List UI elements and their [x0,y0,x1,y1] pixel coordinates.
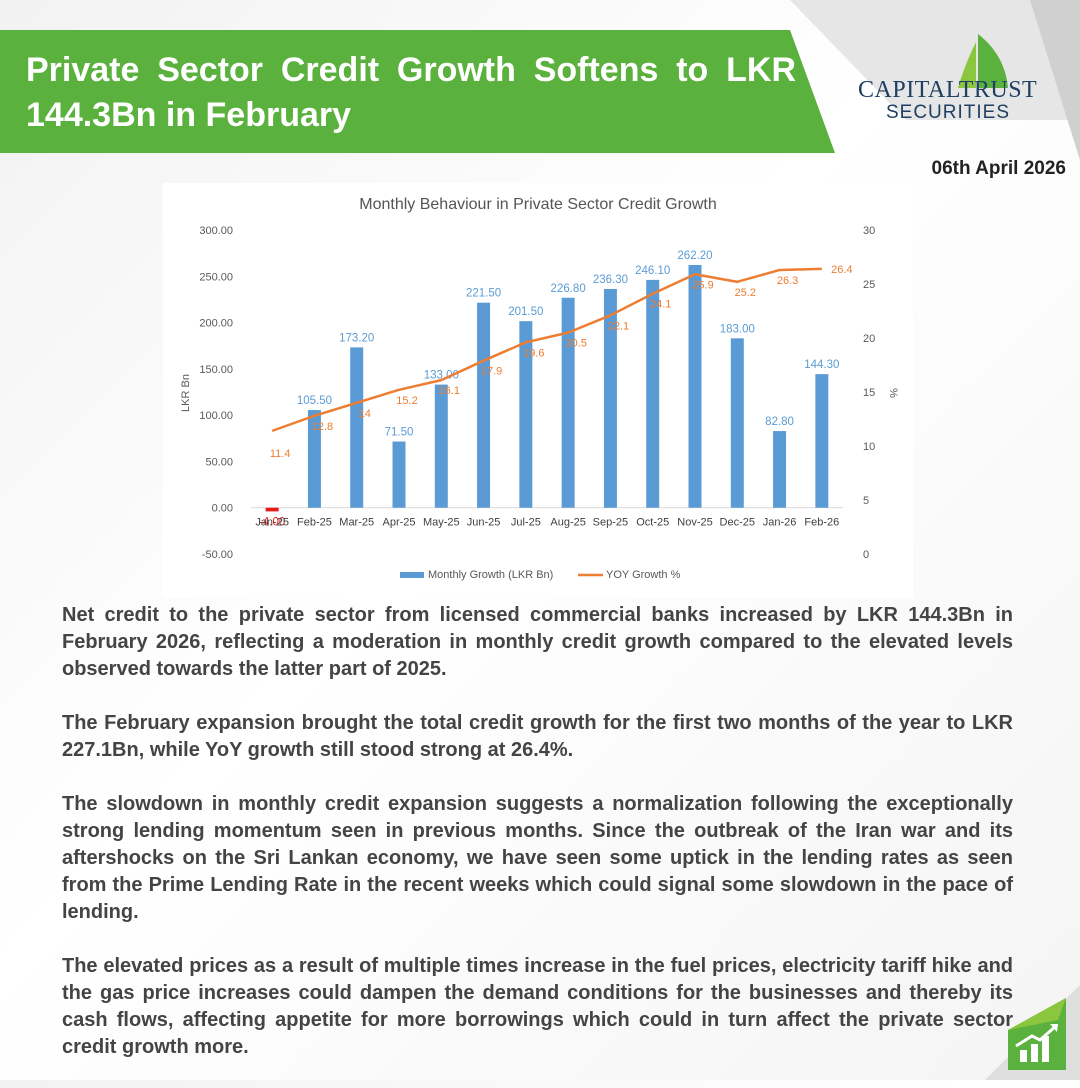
y-tick-label: 0.00 [212,503,233,515]
x-tick-label: Dec-25 [720,517,755,529]
article-body: Net credit to the private sector from li… [62,602,1013,1088]
x-tick-label: Feb-25 [297,517,332,529]
line-value-label: 19.6 [523,347,544,359]
bar-value-label: 173.20 [339,332,374,344]
y-axis-label: LKR Bn [180,374,192,412]
line-value-label: 26.4 [831,264,852,276]
y-tick-label: 200.00 [199,318,233,330]
credit-growth-chart: Monthly Behaviour in Private Sector Cred… [180,196,899,581]
y-tick-label: 300.00 [199,225,233,237]
y2-tick-label: 0 [863,549,869,561]
chart-container: Monthly Behaviour in Private Sector Cred… [163,183,913,598]
line-value-label: 25.2 [735,287,756,299]
line-value-label: 12.8 [312,421,333,433]
x-tick-label: Jan-25 [255,517,289,529]
bar-Aug-25 [561,297,575,508]
y2-tick-label: 20 [863,333,875,345]
logo-wordmark: CAPITALTRUST [858,77,1038,103]
paragraph-4: The elevated prices as a result of multi… [62,955,1013,1058]
x-tick-label: Mar-25 [339,517,374,529]
bar-value-label: 133.00 [424,370,459,382]
bar-value-label: 262.20 [677,250,712,262]
sail-logo-icon [958,34,1008,88]
bar-Dec-25 [730,338,744,508]
publish-date: 06th April 2026 [931,158,1066,179]
bar-Sep-25 [603,288,617,508]
bar-Apr-25 [392,441,406,508]
logo-subtitle: SECURITIES [885,102,1011,123]
growth-chart-icon [1008,998,1066,1070]
y2-tick-label: 25 [863,279,875,291]
line-value-label: 11.4 [270,448,291,460]
bar-Oct-25 [646,279,660,508]
bar-May-25 [434,384,448,508]
legend-bar-label: Monthly Growth (LKR Bn) [428,569,553,581]
bar-value-label: 201.50 [508,306,543,318]
y-tick-label: 100.00 [199,410,233,422]
line-value-label: 15.2 [396,395,417,407]
x-tick-label: Oct-25 [636,517,669,529]
y2-tick-label: 10 [863,441,875,453]
y2-axis-label: % [887,388,899,398]
bar-value-label: 183.00 [720,323,755,335]
line-value-label: 25.9 [692,279,713,291]
bar-Jun-25 [477,302,491,508]
bar-value-label: 71.50 [385,427,414,439]
bar-Jan-25 [265,507,279,512]
bar-Nov-25 [688,264,702,508]
legend-line-label: YOY Growth % [606,569,681,581]
bar-value-label: 221.50 [466,288,501,300]
x-tick-label: May-25 [423,517,460,529]
bar-value-label: 144.30 [804,359,839,371]
y-tick-label: 150.00 [199,364,233,376]
yoy-growth-line [271,267,822,433]
y-tick-label: 50.00 [205,456,233,468]
x-tick-label: Sep-25 [593,517,628,529]
bar-value-label: 105.50 [297,395,332,407]
x-tick-label: Apr-25 [382,517,415,529]
x-tick-label: Nov-25 [677,517,712,529]
bar-Feb-26 [815,374,829,508]
bar-value-label: 236.30 [593,274,628,286]
bar-Mar-25 [350,347,364,508]
x-tick-label: Jan-26 [763,517,797,529]
bar-value-label: -4.00 [259,517,285,529]
bar-Jan-26 [773,431,787,508]
y2-tick-label: 30 [863,225,875,237]
bar-Jul-25 [519,321,533,508]
page-title: Private Sector Credit Growth Softens to … [26,51,796,134]
legend-bar-swatch [400,572,424,578]
x-tick-label: Aug-25 [550,517,585,529]
bar-value-label: 226.80 [551,283,586,295]
line-value-label: 26.3 [777,275,798,287]
y2-tick-label: 15 [863,387,875,399]
bar-value-label: 246.10 [635,265,670,277]
y-tick-label: -50.00 [202,549,233,561]
paragraph-2: The February expansion brought the total… [62,712,1013,761]
paragraph-1: Net credit to the private sector from li… [62,604,1013,680]
line-value-label: 16.1 [439,385,460,397]
bar-Feb-25 [307,410,321,508]
paragraph-3: The slowdown in monthly credit expansion… [62,793,1013,923]
bar-value-label: 82.80 [765,416,794,428]
x-tick-label: Feb-26 [804,517,839,529]
y-tick-label: 250.00 [199,271,233,283]
y2-tick-label: 5 [863,495,869,507]
x-tick-label: Jul-25 [511,517,541,529]
title-banner [0,30,835,153]
line-value-label: 17.9 [481,366,502,378]
line-value-label: 14 [359,408,371,420]
line-value-label: 22.1 [608,320,629,332]
x-tick-label: Jun-25 [467,517,501,529]
line-value-label: 20.5 [565,338,586,350]
line-value-label: 24.1 [650,299,671,311]
chart-title: Monthly Behaviour in Private Sector Cred… [359,196,716,213]
